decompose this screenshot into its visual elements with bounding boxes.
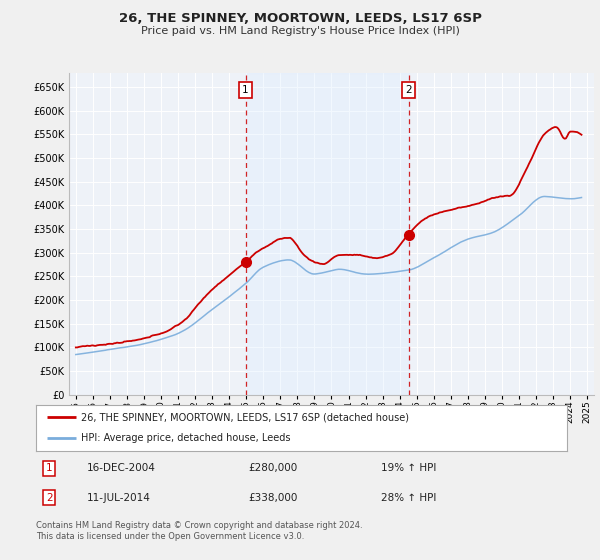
Text: 2: 2 [406, 85, 412, 95]
Text: £338,000: £338,000 [248, 493, 298, 503]
Text: 11-JUL-2014: 11-JUL-2014 [86, 493, 151, 503]
Bar [245, 73, 409, 395]
Text: Price paid vs. HM Land Registry's House Price Index (HPI): Price paid vs. HM Land Registry's House … [140, 26, 460, 36]
Text: Contains HM Land Registry data © Crown copyright and database right 2024.: Contains HM Land Registry data © Crown c… [36, 521, 362, 530]
Text: 1: 1 [242, 85, 249, 95]
Text: 19% ↑ HPI: 19% ↑ HPI [381, 463, 437, 473]
Text: HPI: Average price, detached house, Leeds: HPI: Average price, detached house, Leed… [81, 433, 290, 444]
Text: 28% ↑ HPI: 28% ↑ HPI [381, 493, 437, 503]
Text: 2: 2 [46, 493, 53, 503]
Text: 1: 1 [46, 463, 53, 473]
Text: 26, THE SPINNEY, MOORTOWN, LEEDS, LS17 6SP (detached house): 26, THE SPINNEY, MOORTOWN, LEEDS, LS17 6… [81, 412, 409, 422]
Text: 16-DEC-2004: 16-DEC-2004 [86, 463, 155, 473]
Text: £280,000: £280,000 [248, 463, 298, 473]
Text: 26, THE SPINNEY, MOORTOWN, LEEDS, LS17 6SP: 26, THE SPINNEY, MOORTOWN, LEEDS, LS17 6… [119, 12, 481, 25]
Text: This data is licensed under the Open Government Licence v3.0.: This data is licensed under the Open Gov… [36, 532, 304, 541]
